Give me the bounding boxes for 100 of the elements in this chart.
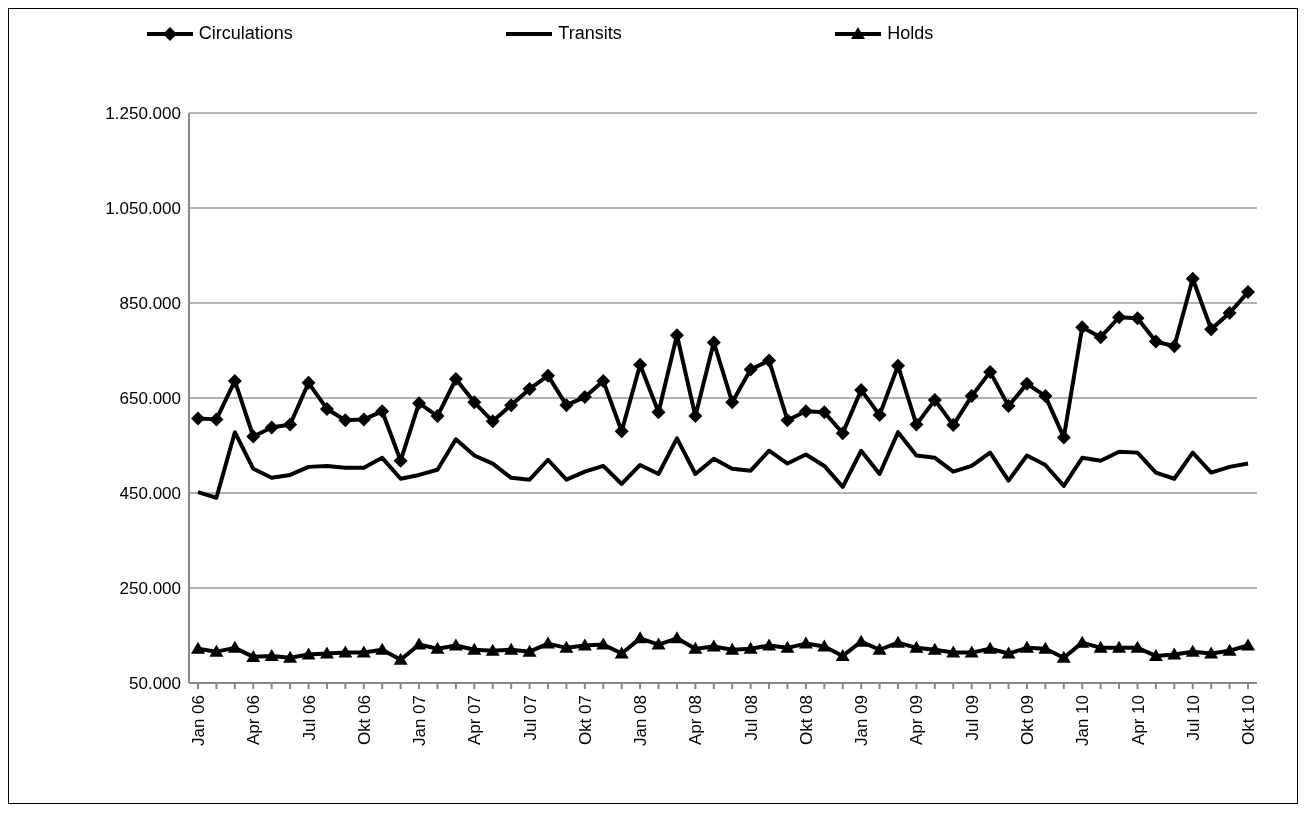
point <box>596 637 611 650</box>
point <box>1222 305 1237 320</box>
point <box>338 645 353 658</box>
point <box>467 395 482 410</box>
point <box>485 643 500 656</box>
x-tick-label: Okt 09 <box>1018 695 1038 746</box>
point <box>504 642 519 655</box>
y-tick-label: 50.000 <box>129 674 181 694</box>
point <box>393 652 408 665</box>
point <box>412 396 427 411</box>
point <box>559 398 574 413</box>
point <box>909 417 924 432</box>
point <box>891 635 905 648</box>
y-tick-label: 1.050.000 <box>105 199 181 219</box>
point <box>688 641 703 654</box>
point <box>227 640 242 653</box>
x-tick-label: Jul 07 <box>520 695 540 741</box>
point <box>983 641 998 654</box>
point <box>835 426 850 441</box>
legend-label: Transits <box>558 23 622 44</box>
x-tick-label: Okt 08 <box>796 695 816 746</box>
point <box>577 390 592 405</box>
legend-label: Circulations <box>198 23 293 44</box>
x-tick-label: Apr 09 <box>907 695 927 746</box>
point <box>725 395 740 410</box>
point <box>817 639 832 652</box>
point <box>872 642 887 655</box>
point <box>688 409 703 424</box>
point <box>1241 285 1255 300</box>
x-tick-label: Apr 10 <box>1128 695 1148 746</box>
point <box>1112 640 1127 653</box>
point <box>319 401 334 416</box>
point <box>909 640 924 653</box>
x-tick-label: Jan 06 <box>189 695 209 747</box>
point <box>191 411 205 426</box>
point <box>927 642 942 655</box>
point <box>1075 635 1090 648</box>
x-tick-label: Jan 09 <box>852 695 872 747</box>
point <box>522 644 537 657</box>
point <box>1185 644 1200 657</box>
point <box>301 375 316 390</box>
point <box>762 353 777 368</box>
point <box>448 372 463 386</box>
point <box>891 358 905 373</box>
point <box>1167 339 1182 354</box>
y-tick-label: 650.000 <box>119 389 181 409</box>
point <box>541 368 555 383</box>
point <box>798 404 813 419</box>
point <box>706 639 721 652</box>
legend-label: Holds <box>887 23 934 44</box>
point <box>356 645 371 658</box>
point <box>614 424 629 439</box>
point <box>430 409 445 424</box>
point <box>651 637 666 650</box>
point <box>1056 650 1071 663</box>
point <box>485 414 500 429</box>
point <box>301 647 316 660</box>
point <box>412 637 427 650</box>
point <box>798 636 813 649</box>
line-series <box>196 430 1250 500</box>
point <box>983 364 998 379</box>
point <box>209 644 224 657</box>
x-tick-label: Okt 07 <box>575 695 595 746</box>
point <box>835 648 850 661</box>
point <box>633 631 648 644</box>
x-tick-label: Jul 09 <box>962 695 982 741</box>
x-tick-label: Apr 08 <box>686 695 706 746</box>
point <box>780 640 795 653</box>
point <box>356 412 371 427</box>
point <box>1204 322 1219 337</box>
point <box>1130 640 1145 653</box>
x-tick-label: Jan 07 <box>410 695 430 747</box>
point <box>596 373 611 388</box>
y-tick-label: 850.000 <box>119 294 181 314</box>
point <box>964 645 979 658</box>
x-tick-label: Okt 06 <box>354 695 374 746</box>
x-tick-label: Apr 07 <box>465 695 485 746</box>
point <box>946 418 961 433</box>
point <box>1075 320 1090 335</box>
point <box>430 641 445 654</box>
point <box>854 382 869 397</box>
point <box>209 412 224 427</box>
point <box>1204 646 1219 659</box>
point <box>614 646 629 659</box>
x-tick-label: Jul 10 <box>1183 695 1203 741</box>
point <box>780 413 795 428</box>
point <box>1130 311 1145 326</box>
point <box>1001 399 1016 414</box>
point <box>264 648 279 661</box>
point <box>283 417 298 432</box>
point <box>541 636 555 649</box>
point <box>633 357 648 372</box>
point <box>872 408 887 423</box>
point <box>1038 641 1053 654</box>
point <box>375 404 390 419</box>
point <box>246 649 261 662</box>
x-tick-label: Jul 08 <box>741 695 761 741</box>
point <box>227 373 242 388</box>
point <box>1093 640 1108 653</box>
point <box>1167 647 1182 660</box>
